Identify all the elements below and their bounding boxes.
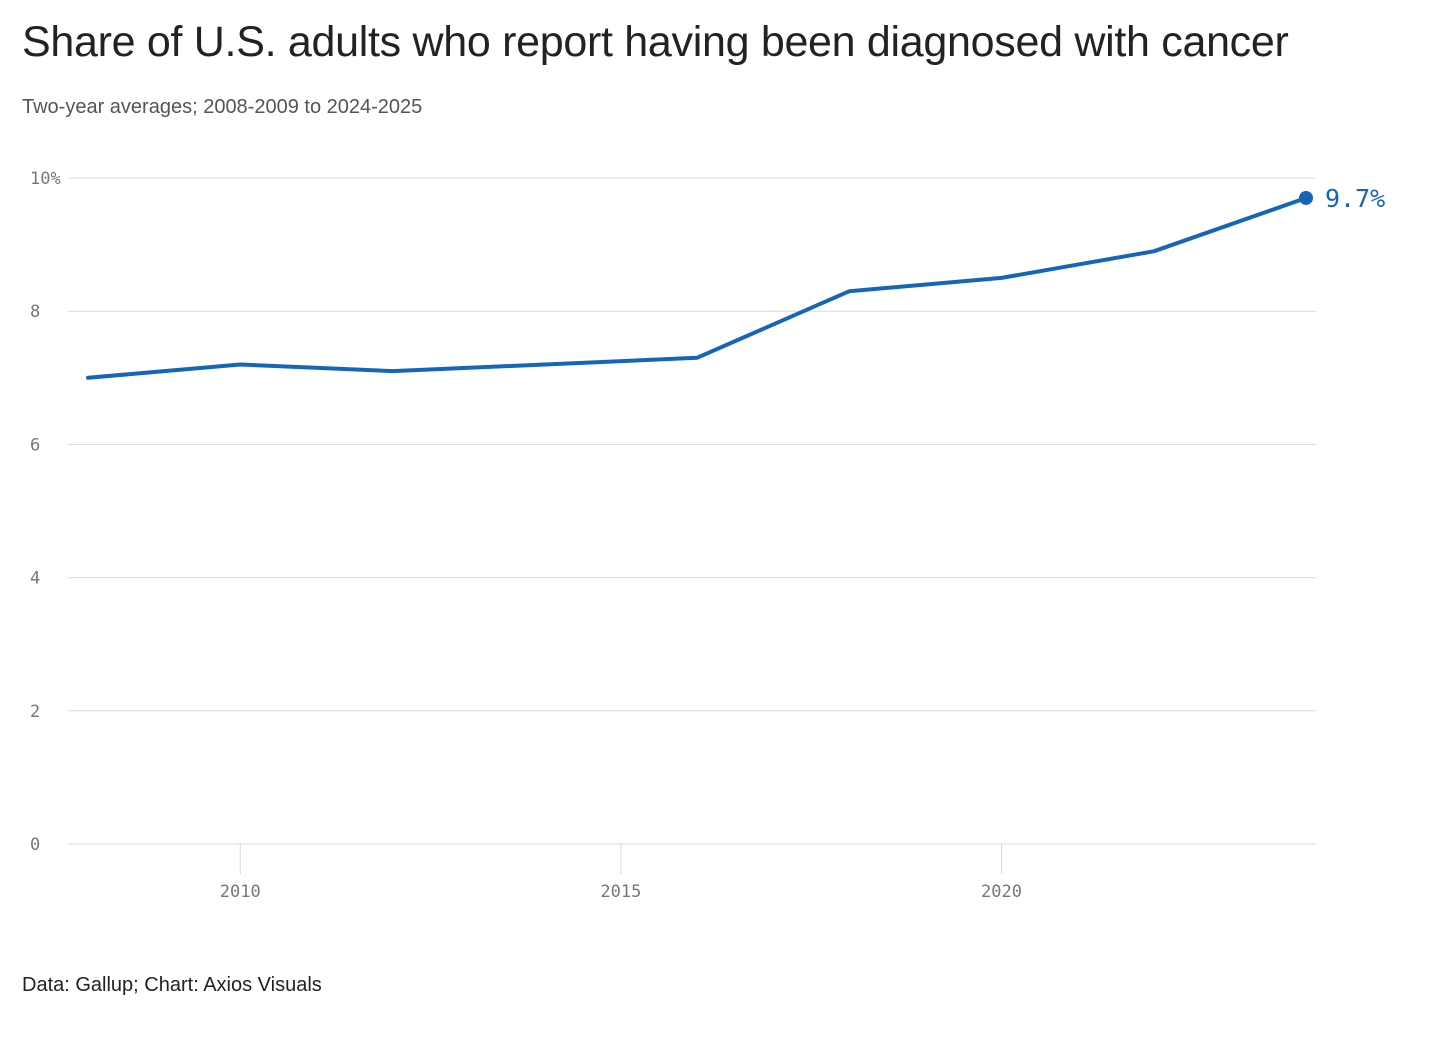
x-tick-label: 2015 [600, 882, 641, 902]
data-point [237, 361, 243, 367]
grid-lines [68, 177, 1316, 845]
data-point [694, 355, 700, 361]
chart-title: Share of U.S. adults who report having b… [22, 18, 1289, 66]
data-point [1151, 248, 1157, 254]
data-point [846, 288, 852, 294]
y-tick-label: 8 [30, 302, 40, 322]
data-point [85, 375, 91, 381]
chart-source: Data: Gallup; Chart: Axios Visuals [22, 974, 322, 996]
data-point [390, 368, 396, 374]
data-point [999, 275, 1005, 281]
end-value-label: 9.7% [1325, 184, 1385, 213]
series-layer: 9.7% [85, 184, 1385, 381]
end-point-marker [1299, 190, 1313, 205]
x-tick-label: 2020 [981, 882, 1022, 902]
chart-subtitle: Two-year averages; 2008-2009 to 2024-202… [22, 96, 423, 118]
y-tick-label: 0 [30, 835, 40, 855]
y-tick-label: 2 [30, 702, 40, 722]
series-line [86, 196, 1308, 380]
x-axis-ticks: 2010 2015 2020 [220, 844, 1022, 902]
y-tick-label: 10% [30, 169, 61, 189]
x-tick-label: 2010 [220, 882, 261, 902]
data-point [542, 361, 548, 367]
y-tick-label: 6 [30, 435, 40, 455]
y-axis-ticks: 0 2 4 6 8 10% [30, 169, 61, 855]
y-tick-label: 4 [30, 569, 40, 589]
